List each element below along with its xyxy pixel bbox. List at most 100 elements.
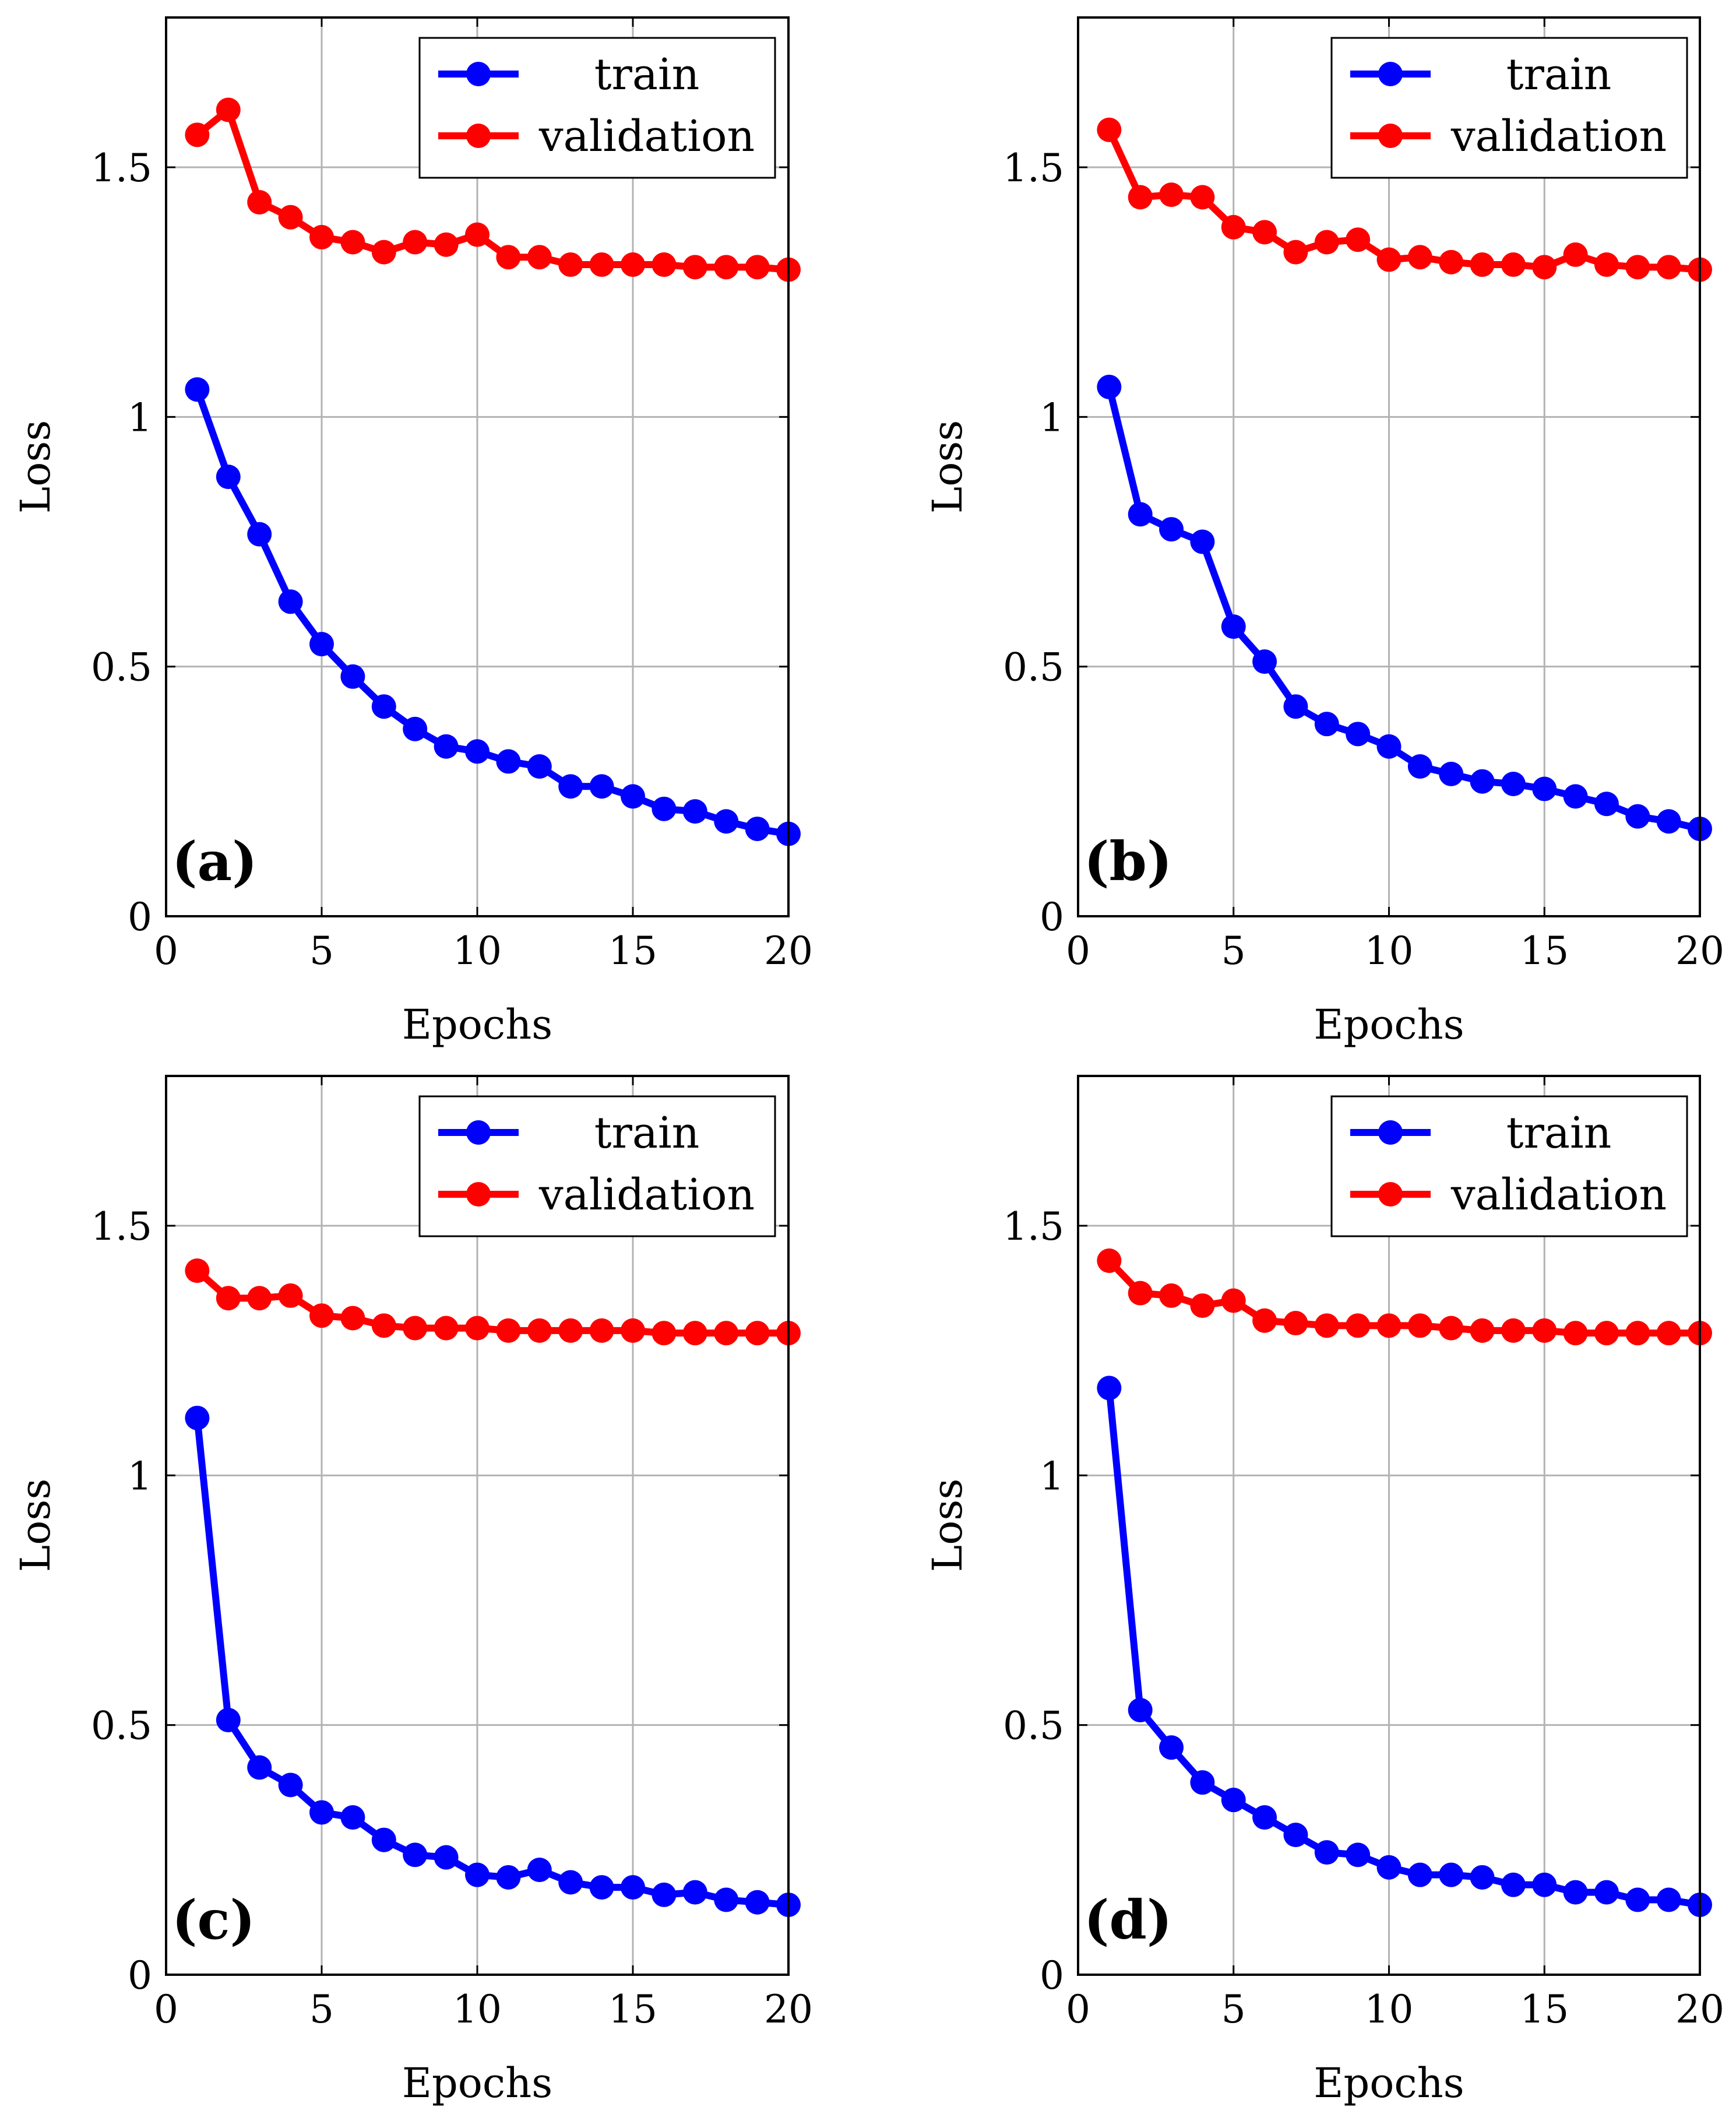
- x-tick-label: 15: [608, 1987, 657, 2032]
- legend-marker-validation: [1378, 124, 1403, 148]
- data-point-train: [434, 1845, 459, 1870]
- x-tick-label: 10: [453, 928, 502, 973]
- data-point-train: [1532, 1872, 1557, 1897]
- x-tick-label: 20: [1675, 1987, 1724, 2032]
- y-tick-label: 1: [1040, 1454, 1064, 1499]
- data-point-validation: [1128, 1281, 1153, 1306]
- data-point-train: [682, 1880, 707, 1905]
- data-point-validation: [745, 255, 770, 280]
- legend-box: [1330, 1095, 1688, 1237]
- legend-marker-train: [1378, 62, 1403, 86]
- data-point-train: [1283, 694, 1308, 719]
- data-point-train: [1376, 1855, 1402, 1880]
- x-tick-label: 10: [1365, 1987, 1414, 2032]
- axes-frame: [1077, 1075, 1701, 1976]
- data-point-train: [652, 796, 677, 821]
- legend-box: [418, 1095, 776, 1237]
- data-point-validation: [621, 252, 645, 277]
- data-point-validation: [496, 245, 521, 270]
- data-point-validation: [1346, 227, 1371, 252]
- data-point-train: [714, 1887, 739, 1912]
- panel-label: (d): [1084, 1888, 1172, 1951]
- data-point-train: [1128, 502, 1153, 527]
- chart-panel-0: 0 5 10 15 20 0 0.5 1 1.5 Epochs Loss (a) train valida…: [12, 16, 813, 1049]
- data-point-validation: [1656, 255, 1681, 280]
- legend-box: [1330, 37, 1688, 179]
- x-tick-label: 0: [154, 1987, 178, 2032]
- data-point-validation: [1190, 1293, 1215, 1318]
- data-point-train: [1532, 776, 1557, 801]
- data-point-validation: [1439, 249, 1464, 275]
- y-tick-label: 0: [128, 1953, 152, 1998]
- data-point-train: [465, 739, 490, 764]
- y-tick-label: 1.5: [91, 146, 152, 191]
- data-point-train: [1346, 722, 1371, 747]
- data-point-validation: [1563, 242, 1588, 267]
- data-point-train: [496, 1865, 521, 1890]
- data-point-validation: [1376, 1313, 1402, 1338]
- y-axis-label: Loss: [12, 420, 59, 513]
- data-point-validation: [434, 232, 459, 257]
- data-point-validation: [527, 1318, 552, 1343]
- data-point-train: [652, 1882, 677, 1907]
- data-point-validation: [558, 1318, 583, 1343]
- data-point-train: [403, 1842, 428, 1867]
- data-point-train: [403, 716, 428, 741]
- x-tick-label: 0: [1066, 1987, 1090, 2032]
- data-point-train: [1656, 809, 1681, 834]
- data-point-validation: [527, 245, 552, 270]
- data-point-validation: [589, 252, 614, 277]
- data-point-validation: [278, 205, 303, 230]
- data-point-validation: [1159, 182, 1184, 207]
- series-line-train: [1105, 386, 1701, 832]
- data-point-train: [1407, 1862, 1432, 1887]
- x-tick-label: 20: [764, 1987, 813, 2032]
- legend-label-validation: validation: [1450, 111, 1667, 161]
- data-point-validation: [714, 255, 739, 280]
- x-tick-label: 10: [1365, 928, 1414, 973]
- data-point-train: [745, 1890, 770, 1915]
- data-point-train: [745, 817, 770, 842]
- axes-frame: [165, 16, 790, 917]
- data-point-validation: [1314, 230, 1339, 255]
- data-point-validation: [1097, 117, 1122, 142]
- y-tick-label: 1.5: [1003, 146, 1064, 191]
- data-point-validation: [1407, 245, 1432, 270]
- data-point-train: [558, 774, 583, 799]
- data-point-train: [278, 1772, 303, 1798]
- data-point-train: [682, 799, 707, 824]
- data-point-validation: [403, 1315, 428, 1341]
- data-point-train: [309, 632, 334, 657]
- data-point-train: [621, 1875, 645, 1900]
- data-point-train: [1407, 754, 1432, 779]
- data-point-train: [527, 754, 552, 779]
- x-tick-label: 0: [154, 928, 178, 973]
- data-point-validation: [340, 230, 365, 255]
- legend-label-validation: validation: [538, 1170, 755, 1220]
- data-point-train: [340, 664, 365, 689]
- data-point-train: [216, 1708, 241, 1733]
- data-point-train: [1159, 1735, 1184, 1760]
- data-point-train: [340, 1805, 365, 1830]
- data-point-train: [1346, 1842, 1371, 1867]
- data-point-validation: [652, 252, 677, 277]
- data-point-validation: [1470, 1318, 1495, 1343]
- data-point-train: [1221, 614, 1246, 639]
- data-point-validation: [1346, 1313, 1371, 1338]
- data-point-validation: [247, 1286, 272, 1311]
- data-point-train: [1314, 712, 1339, 737]
- legend-label-validation: validation: [1450, 1170, 1667, 1220]
- data-point-train: [1656, 1887, 1681, 1912]
- x-tick-label: 5: [309, 1987, 334, 2032]
- x-tick-label: 5: [309, 928, 334, 973]
- axes-frame: [165, 1075, 790, 1976]
- data-point-train: [1594, 792, 1619, 817]
- data-point-train: [1159, 517, 1184, 542]
- data-point-validation: [1563, 1321, 1588, 1346]
- data-point-validation: [1625, 1321, 1650, 1346]
- y-axis-label: Loss: [12, 1479, 59, 1572]
- x-tick-label: 0: [1066, 928, 1090, 973]
- data-point-train: [589, 774, 614, 799]
- x-axis-label: Epochs: [402, 1001, 552, 1049]
- legend-marker-train: [1378, 1120, 1403, 1145]
